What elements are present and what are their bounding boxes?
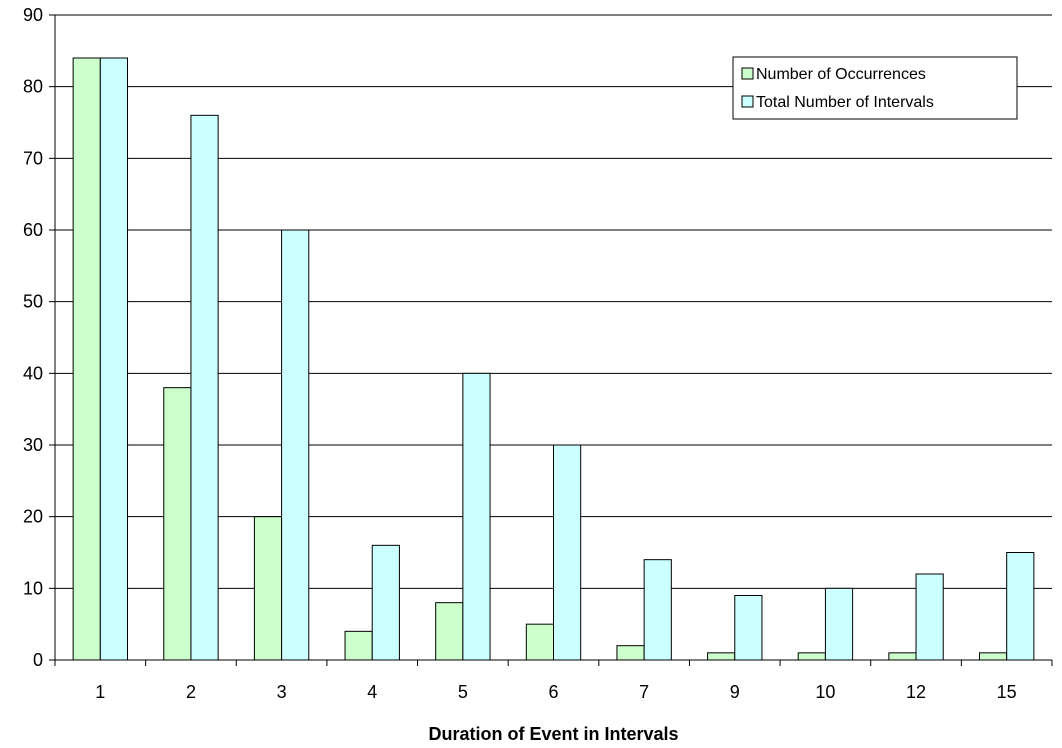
bar-occurrences-7 — [616, 645, 645, 661]
x-tick-label: 7 — [639, 682, 649, 702]
y-ticks: 0 10 20 30 40 50 60 70 80 90 — [23, 5, 55, 670]
bar-occurrences-3 — [253, 516, 283, 661]
bar-occurrences-15 — [978, 652, 1008, 661]
bars — [72, 57, 1035, 661]
x-tick-label: 6 — [548, 682, 558, 702]
y-tick-label: 70 — [23, 148, 43, 168]
y-tick-label: 30 — [23, 435, 43, 455]
bar-intervals-2 — [190, 114, 219, 661]
x-axis-title: Duration of Event in Intervals — [428, 724, 678, 744]
y-tick-label: 60 — [23, 220, 43, 240]
bar-intervals-5 — [462, 372, 491, 661]
bar-occurrences-5 — [435, 602, 464, 661]
y-tick-label: 0 — [33, 650, 43, 670]
gridlines — [55, 14, 1052, 589]
y-tick-label: 90 — [23, 5, 43, 25]
x-tick-label: 15 — [997, 682, 1017, 702]
x-ticks: 1 2 3 4 5 6 7 9 10 12 15 — [54, 660, 1053, 702]
bar-occurrences-4 — [344, 630, 373, 661]
bar-intervals-1 — [99, 57, 129, 661]
x-tick-label: 1 — [95, 682, 105, 702]
x-tick-label: 4 — [367, 682, 377, 702]
y-tick-label: 40 — [23, 363, 43, 383]
bar-occurrences-1 — [72, 57, 101, 661]
x-tick-label: 12 — [906, 682, 926, 702]
bar-occurrences-10 — [797, 652, 826, 661]
legend-box — [732, 56, 1018, 120]
x-tick-label: 10 — [815, 682, 835, 702]
bar-intervals-10 — [824, 587, 854, 661]
x-tick-label: 2 — [186, 682, 196, 702]
x-tick-label: 5 — [458, 682, 468, 702]
bar-occurrences-6 — [525, 623, 554, 661]
legend-swatch — [741, 67, 754, 80]
legend-label: Number of Occurrences — [756, 66, 926, 83]
x-tick-label: 3 — [277, 682, 287, 702]
y-tick-label: 20 — [23, 507, 43, 527]
bar-intervals-12 — [915, 573, 944, 661]
bar-intervals-7 — [643, 559, 672, 661]
y-tick-label: 50 — [23, 292, 43, 312]
y-tick-label: 10 — [23, 578, 43, 598]
bar-occurrences-12 — [888, 652, 917, 661]
bar-intervals-3 — [281, 229, 310, 661]
bar-occurrences-9 — [707, 652, 736, 661]
x-tick-label: 9 — [730, 682, 740, 702]
bar-intervals-9 — [734, 595, 763, 661]
y-tick-label: 80 — [23, 77, 43, 97]
bar-intervals-6 — [553, 444, 582, 661]
legend-label: Total Number of Intervals — [756, 94, 934, 111]
bar-intervals-4 — [371, 544, 400, 661]
bar-occurrences-2 — [163, 387, 192, 661]
legend: Number of Occurrences Total Number of Int… — [732, 56, 1018, 120]
legend-swatch — [741, 95, 754, 108]
bar-intervals-15 — [1006, 552, 1035, 661]
